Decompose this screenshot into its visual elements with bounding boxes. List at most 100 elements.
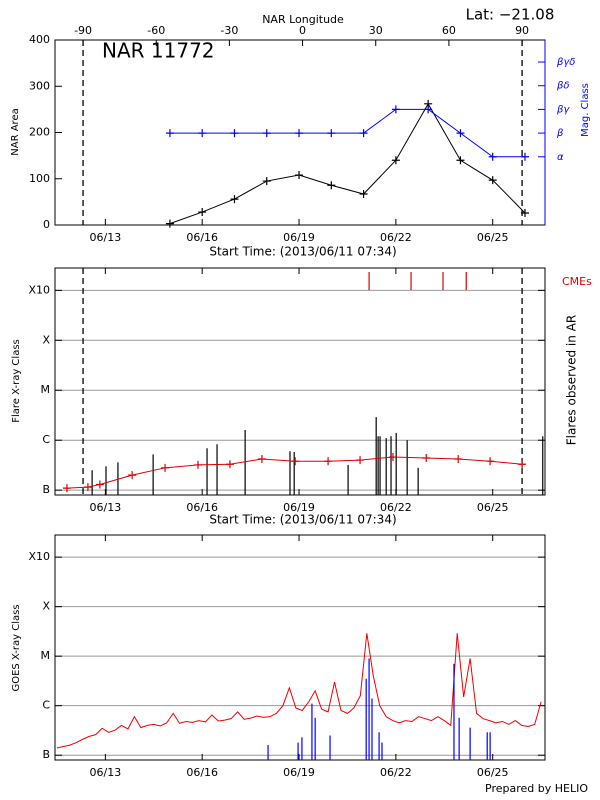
footer: Prepared by HELIO <box>485 782 588 795</box>
data-point <box>359 190 368 199</box>
data-point <box>324 457 333 466</box>
data-point <box>230 129 239 138</box>
y-tick-label: 0 <box>43 218 50 231</box>
x-tick-label: 06/22 <box>380 231 412 244</box>
data-point <box>230 195 239 204</box>
series-line <box>66 456 523 489</box>
data-point <box>128 471 137 480</box>
data-point <box>83 483 92 492</box>
data-point <box>391 105 400 114</box>
y-tick-label: 100 <box>29 172 50 185</box>
data-point <box>488 176 497 185</box>
y2-axis-label: Flares observed in AR <box>565 315 579 445</box>
plot-frame <box>54 267 546 496</box>
top-axis-label: NAR Longitude <box>262 13 344 26</box>
data-point <box>391 156 400 165</box>
y-tick-label: C <box>42 433 50 446</box>
data-point <box>327 129 336 138</box>
x-axis-label: Start Time: (2013/06/11 07:34) <box>209 513 396 527</box>
data-point <box>198 208 207 217</box>
x2-tick-label: 90 <box>515 24 529 37</box>
data-point <box>518 460 527 469</box>
data-point <box>520 152 529 161</box>
data-point <box>295 129 304 138</box>
data-point <box>388 453 397 462</box>
x2-tick-label: -60 <box>147 24 165 37</box>
x-tick-label: 06/25 <box>477 766 509 779</box>
data-point <box>295 171 304 180</box>
y2-tick-label: βγ <box>556 104 570 115</box>
data-point <box>486 457 495 466</box>
x-tick-label: 06/13 <box>90 231 122 244</box>
y-tick-label: X <box>42 600 50 613</box>
y-tick-label: M <box>41 383 51 396</box>
data-point <box>359 129 368 138</box>
data-point <box>95 480 104 489</box>
x-tick-label: 06/13 <box>90 766 122 779</box>
y-tick-label: X10 <box>28 283 50 296</box>
x-tick-label: 06/25 <box>477 231 509 244</box>
x-tick-label: 06/22 <box>380 766 412 779</box>
x-tick-label: 06/16 <box>186 766 218 779</box>
data-point <box>456 129 465 138</box>
data-point <box>488 152 497 161</box>
y2-tick-label: βγδ <box>556 57 575 68</box>
y-tick-label: 300 <box>29 79 50 92</box>
series-line <box>169 108 525 158</box>
data-point <box>262 129 271 138</box>
data-point <box>161 463 170 472</box>
data-point <box>257 455 266 464</box>
data-point <box>422 454 431 463</box>
x-tick-label: 06/19 <box>283 766 315 779</box>
data-point <box>262 177 271 186</box>
series-line <box>56 633 542 749</box>
data-point <box>62 484 71 493</box>
series-line <box>169 102 526 225</box>
data-point <box>520 208 529 217</box>
x-tick-label: 06/13 <box>90 501 122 514</box>
data-point <box>165 129 174 138</box>
y-tick-label: C <box>42 699 50 712</box>
y-tick-label: B <box>42 483 50 496</box>
data-point <box>327 181 336 190</box>
x-tick-label: 06/25 <box>477 501 509 514</box>
y2-tick-label: βδ <box>556 81 570 92</box>
x2-tick-label: 0 <box>299 24 306 37</box>
data-point <box>456 156 465 165</box>
data-point <box>356 456 365 465</box>
x-tick-label: 06/19 <box>283 501 315 514</box>
x2-tick-label: -90 <box>74 24 92 37</box>
y2-tick-label: α <box>557 152 564 163</box>
y-axis-label: GOES X-ray Class <box>11 604 22 691</box>
y2-tick-label: β <box>556 128 564 139</box>
data-point <box>165 219 174 228</box>
y-tick-label: 400 <box>29 33 50 46</box>
y2-axis-label: Mag. Class <box>580 83 591 137</box>
plot-frame <box>54 534 546 761</box>
x-tick-label: 06/16 <box>186 501 218 514</box>
data-point <box>454 455 463 464</box>
y-tick-label: B <box>42 748 50 761</box>
x-tick-label: 06/19 <box>283 231 315 244</box>
y-tick-label: M <box>41 649 51 662</box>
data-point <box>225 460 234 469</box>
x2-tick-label: 30 <box>369 24 383 37</box>
x2-tick-label: 60 <box>442 24 456 37</box>
data-point <box>198 129 207 138</box>
region-title: NAR 11772 <box>102 39 215 63</box>
x-axis-label: Start Time: (2013/06/11 07:34) <box>209 245 396 259</box>
latitude: Lat: −21.08 <box>466 6 555 24</box>
y-axis-label: Flare X-ray Class <box>11 339 22 423</box>
data-point <box>193 460 202 469</box>
y-tick-label: 200 <box>29 126 50 139</box>
x2-tick-label: -30 <box>220 24 238 37</box>
data-point <box>424 105 433 114</box>
y-tick-label: X10 <box>28 550 50 563</box>
x-tick-label: 06/16 <box>186 231 218 244</box>
y-tick-label: X <box>42 333 50 346</box>
x-tick-label: 06/22 <box>380 501 412 514</box>
legend-label: CMEs <box>562 275 592 288</box>
